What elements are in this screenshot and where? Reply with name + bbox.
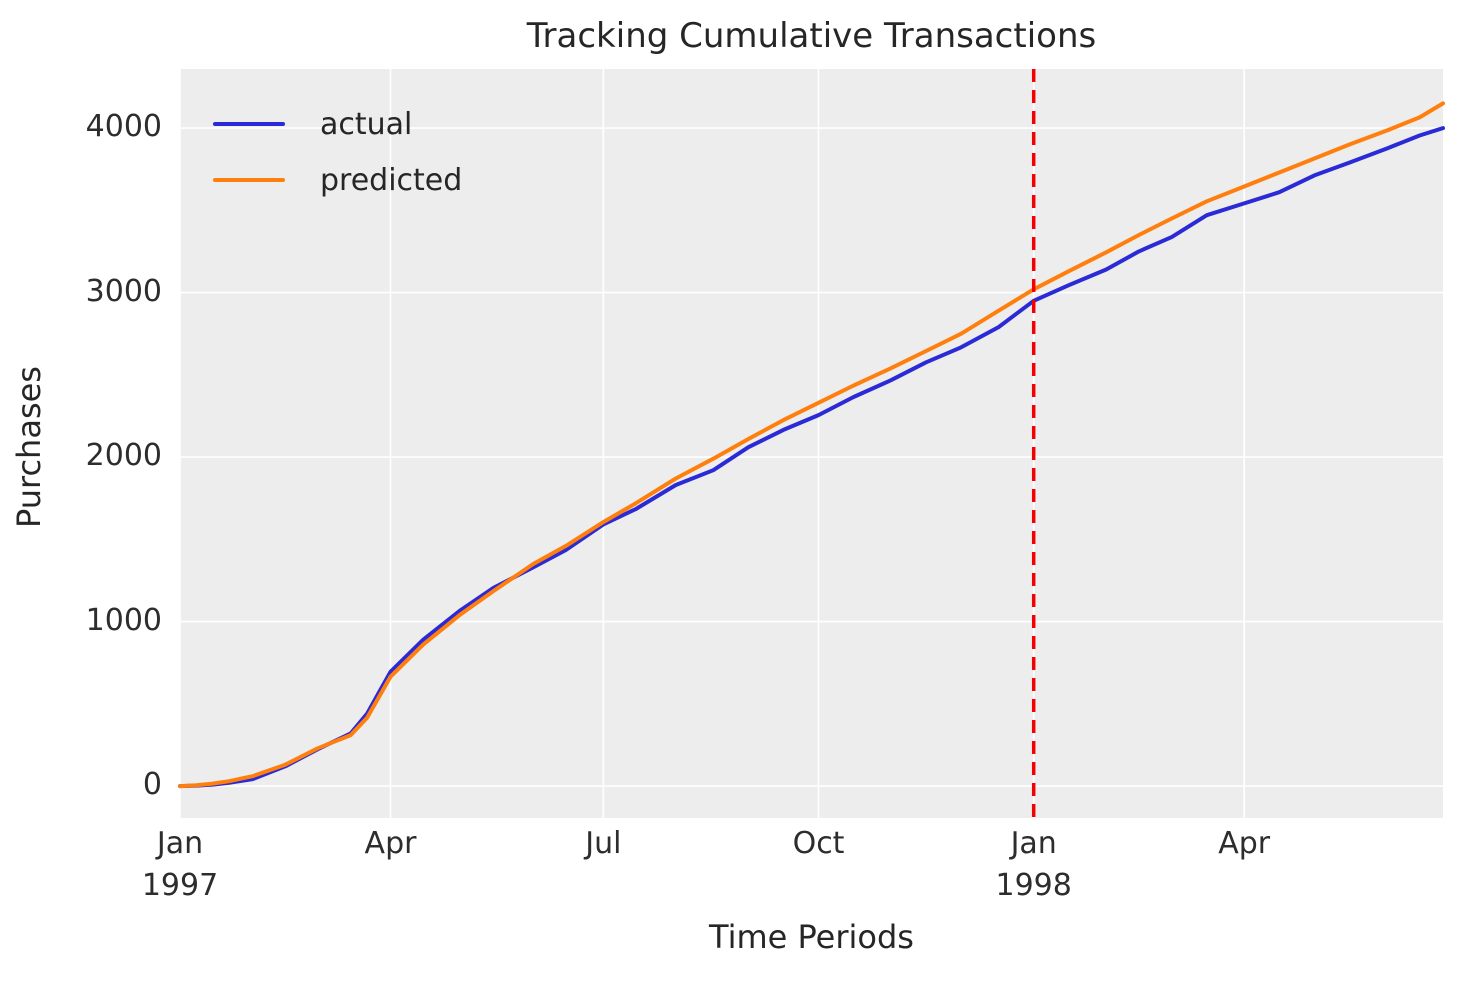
- x-tick-sublabel-1998: 1998: [995, 868, 1072, 903]
- legend: actual predicted: [213, 96, 462, 208]
- series-line-predicted: [178, 101, 1445, 789]
- x-tick-label-Oct: Oct: [792, 826, 845, 861]
- x-tick-label-Apr: Apr: [1218, 826, 1271, 861]
- x-tick-label-Jan: Jan: [1010, 826, 1057, 861]
- legend-line-predicted-swatch: [213, 178, 285, 182]
- y-tick-label-4000: 4000: [85, 109, 162, 145]
- x-tick-label-Apr: Apr: [364, 826, 417, 861]
- legend-label-actual: actual: [320, 106, 413, 142]
- legend-item-actual: actual: [213, 96, 462, 152]
- x-tick-label-Jul: Jul: [585, 826, 622, 861]
- legend-line-actual-swatch: [213, 122, 285, 126]
- x-axis-label: Time Periods: [709, 918, 914, 956]
- legend-label-predicted: predicted: [320, 162, 463, 198]
- y-tick-label-2000: 2000: [85, 438, 162, 474]
- y-tick-label-1000: 1000: [85, 602, 162, 638]
- x-tick-label-Jan: Jan: [156, 826, 204, 861]
- chart-title: Tracking Cumulative Transactions: [526, 16, 1097, 56]
- x-tick-sublabel-1997: 1997: [141, 868, 219, 903]
- y-tick-label-3000: 3000: [85, 273, 162, 309]
- legend-item-predicted: predicted: [213, 152, 462, 208]
- y-tick-label-0: 0: [142, 767, 162, 803]
